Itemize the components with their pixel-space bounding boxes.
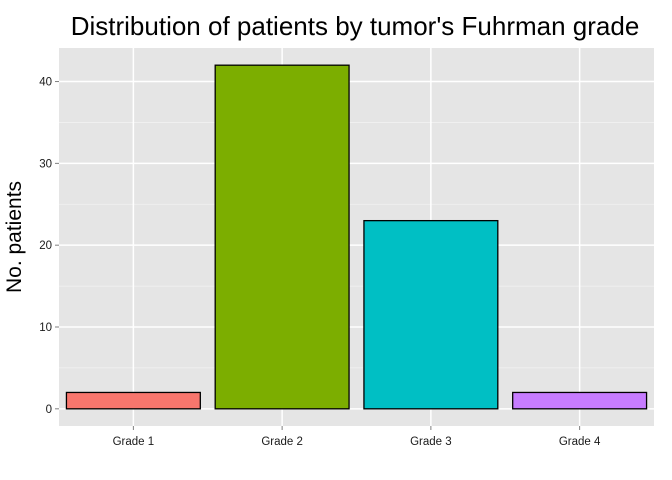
- y-tick-label: 0: [46, 404, 52, 416]
- x-tick-label: Grade 2: [261, 436, 303, 448]
- x-tick-label: Grade 1: [113, 436, 155, 448]
- chart-title: Distribution of patients by tumor's Fuhr…: [71, 11, 640, 41]
- bar-grade-3: [363, 219, 499, 410]
- minor-gridlines: [59, 122, 654, 369]
- y-tick-label: 20: [39, 240, 52, 252]
- y-axis: 0 10 20 30 40: [39, 77, 59, 416]
- x-tick-label: Grade 3: [410, 436, 452, 448]
- bars: [65, 64, 648, 410]
- plot-panel: [59, 48, 654, 426]
- y-tick-label: 10: [39, 322, 52, 334]
- y-axis-label: No. patients: [3, 181, 26, 293]
- x-tick-label: Grade 4: [559, 436, 601, 448]
- bar-grade-2: [214, 64, 350, 410]
- x-axis: Grade 1 Grade 2 Grade 3 Grade 4: [113, 426, 601, 448]
- bar-grade-1: [65, 391, 201, 410]
- y-tick-label: 40: [39, 77, 52, 89]
- y-tick-label: 30: [39, 158, 52, 170]
- bar-grade-4: [512, 391, 648, 410]
